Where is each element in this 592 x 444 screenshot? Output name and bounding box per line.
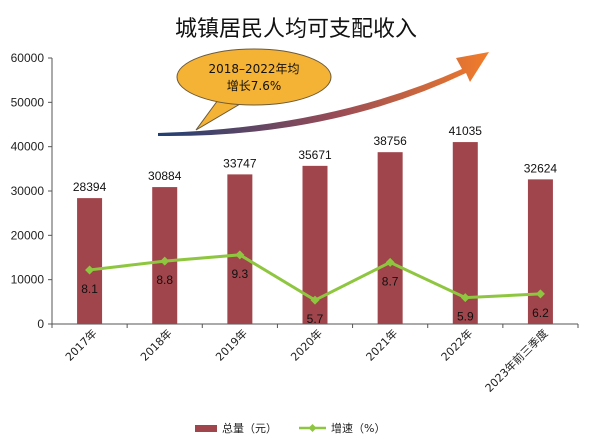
bar-3 bbox=[227, 174, 253, 324]
bar-2 bbox=[152, 187, 178, 324]
growth-point-2 bbox=[160, 256, 170, 266]
growth-point-4 bbox=[310, 295, 320, 305]
growth-value-label: 8.1 bbox=[81, 282, 98, 296]
growth-point-3 bbox=[235, 250, 245, 260]
x-tick-label: 2017年 bbox=[62, 326, 99, 363]
growth-value-label: 5.9 bbox=[457, 310, 474, 324]
growth-point-1 bbox=[85, 265, 95, 275]
bar-7 bbox=[527, 179, 553, 324]
bar-5 bbox=[377, 152, 403, 324]
bar-value-label: 35671 bbox=[298, 148, 332, 162]
x-tick-label: 2022年 bbox=[438, 326, 475, 363]
legend-swatch-growth-marker bbox=[308, 424, 317, 432]
growth-value-label: 9.3 bbox=[232, 267, 249, 281]
y-tick-label: 0 bbox=[37, 317, 44, 331]
legend-swatch-total bbox=[195, 425, 217, 432]
growth-point-5 bbox=[385, 257, 395, 267]
chart-title: 城镇居民人均可支配收入 bbox=[175, 17, 417, 42]
growth-value-label: 8.7 bbox=[382, 274, 399, 288]
bar-value-label: 30884 bbox=[148, 169, 182, 183]
growth-callout: 2018–2022年均 增长7.6% bbox=[176, 48, 332, 131]
x-tick-label: 2019年 bbox=[213, 326, 250, 363]
callout-line1: 2018–2022年均 bbox=[208, 62, 299, 76]
plot-area: 0 10000 20000 30000 40000 50000 60000 28394 2017… bbox=[11, 51, 579, 395]
callout-line2: 增长7.6% bbox=[227, 79, 282, 93]
x-tick-label: 2021年 bbox=[363, 326, 400, 363]
growth-value-label: 8.8 bbox=[156, 273, 173, 287]
growth-value-label: 5.7 bbox=[307, 312, 324, 326]
bar-value-label: 41035 bbox=[449, 124, 483, 138]
growth-point-7 bbox=[535, 289, 545, 299]
callout-bubble bbox=[176, 48, 332, 106]
x-tick-label: 2018年 bbox=[137, 326, 174, 363]
y-tick-label: 40000 bbox=[11, 140, 45, 154]
growth-value-label: 6.2 bbox=[532, 306, 549, 320]
legend-label-growth: 增速（%） bbox=[331, 421, 385, 435]
bar-value-label: 38756 bbox=[373, 134, 407, 148]
bar-1 bbox=[77, 198, 103, 324]
x-tick-label: 2020年 bbox=[288, 326, 325, 363]
x-tick-label: 2023年前三季度 bbox=[482, 326, 551, 395]
trend-arrow bbox=[158, 52, 489, 137]
bar-value-label: 32624 bbox=[524, 161, 558, 175]
y-tick-label: 60000 bbox=[11, 51, 45, 65]
bar-value-label: 28394 bbox=[73, 180, 107, 194]
bar-value-label: 33747 bbox=[223, 156, 257, 170]
y-tick-label: 30000 bbox=[11, 184, 45, 198]
legend-label-total: 总量（元） bbox=[222, 421, 277, 435]
growth-point-6 bbox=[460, 293, 470, 303]
y-tick-label: 50000 bbox=[11, 95, 45, 109]
y-tick-label: 10000 bbox=[11, 273, 45, 287]
legend: 总量（元） 增速（%） bbox=[195, 421, 385, 435]
y-tick-label: 20000 bbox=[11, 228, 45, 242]
